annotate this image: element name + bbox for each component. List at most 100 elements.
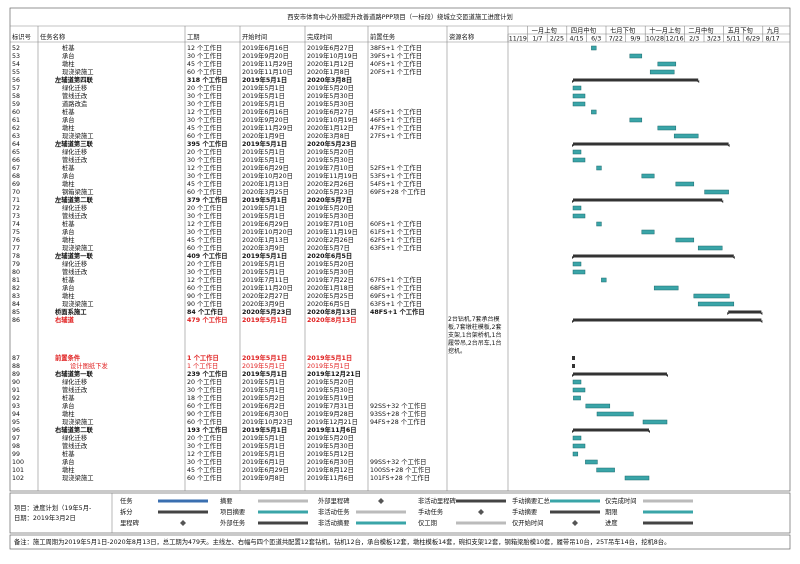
- summary-bar: [573, 78, 699, 82]
- cell-finish: 2019年5月30日: [307, 91, 354, 100]
- cell-finish: 2019年11月19日: [307, 171, 358, 180]
- timescale-bottom-label: 5/11: [726, 36, 740, 43]
- task-bar: [572, 269, 586, 275]
- cell-start: 2020年1月13日: [242, 235, 289, 244]
- cell-start: 2019年6月2日: [242, 401, 285, 410]
- cell-duration: 30 个工作日: [187, 441, 222, 450]
- cell-duration: 20 个工作日: [187, 147, 222, 156]
- task-bar: [641, 229, 655, 235]
- cell-finish: 2019年5月30日: [307, 155, 354, 164]
- cell-name: 桩基: [62, 107, 75, 116]
- cell-duration: 60 个工作日: [187, 473, 222, 482]
- cell-pred: 99SS+32 个工作日: [370, 457, 426, 466]
- cell-id: 95: [12, 419, 20, 426]
- cell-id: 79: [12, 261, 20, 268]
- cell-duration: 30 个工作日: [187, 115, 222, 124]
- legend-label: 手动摘要: [512, 507, 537, 516]
- cell-start: 2019年5月2日: [242, 393, 285, 402]
- legend-swatch: [550, 499, 600, 503]
- cell-name: 墩柱: [62, 465, 75, 474]
- summary-bar: [573, 198, 723, 202]
- task-bar: [697, 301, 735, 307]
- cell-id: 85: [12, 309, 20, 316]
- cell-finish: 2019年5月1日: [307, 353, 352, 362]
- cell-start: 2019年5月1日: [242, 385, 285, 394]
- cell-finish: 2019年5月20日: [307, 147, 354, 156]
- cell-name: 管线迁改: [62, 267, 88, 276]
- cell-start: 2019年7月11日: [242, 275, 289, 284]
- cell-id: 62: [12, 125, 20, 132]
- cell-start: 2019年10月20日: [242, 227, 293, 236]
- task-bar: [675, 237, 695, 243]
- legend-swatch: [258, 510, 308, 514]
- cell-finish: 2019年5月20日: [307, 377, 354, 386]
- cell-finish: 2020年6月5日: [307, 251, 352, 260]
- cell-start: 2020年1月13日: [242, 179, 289, 188]
- cell-duration: 379 个工作日: [187, 195, 228, 204]
- task-bar: [704, 189, 729, 195]
- cell-finish: 2019年7月22日: [307, 275, 354, 284]
- cell-id: 69: [12, 181, 20, 188]
- cell-finish: 2019年7月10日: [307, 219, 354, 228]
- cell-start: 2019年10月20日: [242, 171, 293, 180]
- cell-name: 左辅道第一联: [55, 251, 93, 260]
- cell-id: 82: [12, 285, 20, 292]
- cell-name: 承台: [62, 401, 75, 410]
- summary-bar: [573, 142, 729, 146]
- cell-pred: 54FS+1 个工作日: [370, 179, 422, 188]
- cell-id: 93: [12, 403, 20, 410]
- cell-duration: 20 个工作日: [187, 259, 222, 268]
- cell-start: 2020年3月9日: [242, 299, 285, 308]
- cell-finish: 2019年6月30日: [307, 457, 354, 466]
- timescale-top-label: 七月下旬: [610, 26, 635, 35]
- timescale-bottom-label: 9/9: [630, 36, 640, 43]
- timescale-bottom-label: 1/7: [532, 36, 542, 43]
- cell-start: 2019年11月20日: [242, 283, 293, 292]
- legend-label: 期限: [605, 507, 618, 516]
- cell-duration: 193 个工作日: [187, 425, 228, 434]
- cell-id: 97: [12, 435, 20, 442]
- cell-finish: 2019年7月10日: [307, 163, 354, 172]
- summary-bar: [573, 428, 649, 432]
- cell-duration: 45 个工作日: [187, 179, 222, 188]
- cell-name: 绿化迁移: [62, 203, 88, 212]
- cell-finish: 2020年8月13日: [307, 315, 357, 324]
- task-bar: [591, 45, 597, 51]
- cell-duration: 60 个工作日: [187, 243, 222, 252]
- cell-finish: 2019年5月30日: [307, 441, 354, 450]
- cell-finish: 2020年2月26日: [307, 235, 354, 244]
- task-bar: [572, 101, 586, 107]
- cell-finish: 2019年7月31日: [307, 401, 354, 410]
- legend-swatch: [478, 509, 484, 515]
- legend-label: 仅完成时间: [605, 496, 636, 505]
- task-bar: [572, 387, 586, 393]
- legend-label: 仅开始时间: [512, 518, 543, 527]
- summary-bar: [728, 310, 762, 314]
- legend-label: 外部里程碑: [318, 496, 350, 505]
- timescale-bottom-label: 4/15: [570, 36, 584, 43]
- task-bar: [572, 93, 586, 99]
- cell-name: 左辅道第三联: [55, 139, 93, 148]
- cell-finish: 2019年12月21日: [307, 417, 358, 426]
- cell-id: 59: [12, 101, 20, 108]
- cell-id: 92: [12, 395, 20, 402]
- cell-pred: 63FS+1 个工作日: [370, 299, 422, 308]
- cell-finish: 2019年5月30日: [307, 211, 354, 220]
- cell-start: 2019年5月1日: [242, 83, 285, 92]
- cell-start: 2019年5月1日: [242, 75, 287, 84]
- legend-label: 非活动里程碑: [418, 496, 456, 505]
- task-bar: [572, 451, 579, 457]
- timescale-bottom-label: 10/28: [646, 36, 664, 43]
- cell-start: 2019年5月1日: [242, 259, 285, 268]
- cell-finish: 2019年5月30日: [307, 385, 354, 394]
- cell-name: 绿化迁移: [62, 377, 88, 386]
- cell-id: 75: [12, 229, 20, 236]
- cell-finish: 2020年6月5日: [307, 299, 350, 308]
- cell-finish: 2019年5月1日: [307, 361, 350, 370]
- timescale-bottom-label: 6/29: [746, 36, 760, 43]
- legend-swatch: [356, 521, 406, 525]
- task-bar: [629, 53, 643, 59]
- cell-start: 2019年5月1日: [242, 361, 285, 370]
- cell-finish: 2019年5月20日: [307, 433, 354, 442]
